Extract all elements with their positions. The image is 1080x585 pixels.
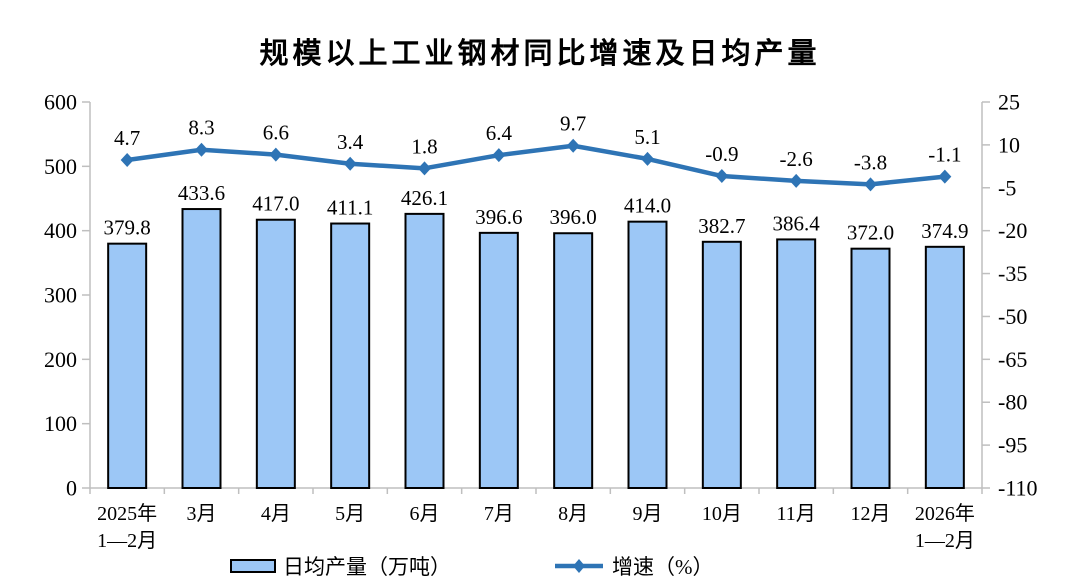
bar-value-label: 374.9 — [921, 219, 968, 243]
bar — [553, 232, 594, 489]
bar-swatch — [230, 559, 276, 573]
bar-value-label: 386.4 — [773, 211, 821, 235]
x-axis-category-label: 4月 — [261, 503, 291, 525]
right-axis-tick-label: -95 — [998, 433, 1027, 458]
line-value-label: -0.9 — [705, 142, 738, 166]
line-marker — [492, 148, 506, 163]
right-axis-tick-label: -80 — [998, 390, 1027, 415]
bar — [404, 212, 445, 489]
right-axis-tick-label: -20 — [998, 218, 1027, 243]
bar-value-label: 396.0 — [550, 205, 597, 229]
line-marker — [715, 169, 729, 184]
x-axis-category-label: 12月 — [851, 503, 891, 525]
line-value-label: 1.8 — [411, 134, 437, 158]
bar — [776, 238, 817, 489]
left-axis-tick-label: 600 — [44, 90, 77, 115]
right-axis-tick-label: -65 — [998, 347, 1027, 372]
bar-value-label: 396.6 — [475, 205, 522, 229]
line-value-label: -2.6 — [780, 147, 813, 171]
line-marker — [789, 173, 803, 188]
line-swatch — [555, 559, 603, 573]
line-value-label: -3.8 — [854, 150, 887, 174]
line-value-label: 9.7 — [560, 112, 586, 136]
right-axis-tick-label: -35 — [998, 261, 1027, 286]
bar — [255, 218, 296, 489]
left-axis-tick-label: 400 — [44, 218, 77, 243]
line-marker — [938, 169, 952, 184]
line-marker — [418, 161, 431, 176]
line-value-label: 8.3 — [188, 116, 214, 140]
line-marker — [641, 151, 654, 166]
line-marker — [343, 156, 357, 171]
line-value-label: 3.4 — [337, 130, 364, 154]
legend-item-bars: 日均产量（万吨） — [230, 551, 451, 581]
line-marker — [195, 142, 208, 157]
right-axis-tick-label: -5 — [998, 175, 1016, 200]
legend-item-line: 增速（%） — [553, 551, 714, 581]
line-value-label: 5.1 — [634, 125, 660, 149]
right-axis-tick-label: -50 — [998, 304, 1027, 329]
bar — [627, 220, 668, 489]
bar-value-label: 433.6 — [178, 181, 225, 205]
x-axis-category-label: 2026年 — [915, 502, 975, 525]
right-axis-tick-label: 10 — [998, 132, 1020, 157]
bar-value-label: 382.7 — [698, 214, 745, 238]
left-axis-tick-label: 100 — [44, 411, 77, 436]
right-axis-tick-label: -110 — [998, 476, 1038, 501]
x-axis-category-label: 7月 — [484, 503, 514, 525]
legend: 日均产量（万吨） 增速（%） — [230, 551, 714, 581]
line-marker — [269, 147, 283, 162]
bar — [850, 247, 891, 489]
line-marker — [864, 177, 877, 192]
bar — [107, 242, 148, 489]
x-axis-category-label: 10月 — [702, 503, 742, 525]
bar-value-label: 414.0 — [624, 194, 671, 218]
growth-line — [124, 143, 948, 187]
chart-title: 规模以上工业钢材同比增速及日均产量 — [259, 38, 821, 70]
bar-value-label: 379.8 — [104, 216, 151, 240]
bar-value-label: 411.1 — [327, 196, 373, 220]
x-axis-category-label: 6月 — [410, 503, 440, 525]
line-marker — [566, 138, 580, 153]
bar — [330, 222, 371, 489]
line-value-label: -1.1 — [928, 143, 961, 167]
x-axis-category-label: 3月 — [187, 503, 217, 525]
left-axis-tick-label: 0 — [66, 476, 77, 501]
bar — [924, 245, 965, 489]
bar-value-label: 417.0 — [252, 192, 299, 216]
line-value-label: 6.4 — [486, 121, 513, 145]
x-axis-category-label: 1—2月 — [97, 530, 157, 552]
bar — [701, 240, 742, 489]
bar — [478, 231, 519, 489]
x-axis-category-label: 9月 — [633, 503, 663, 525]
left-axis-tick-label: 300 — [44, 283, 77, 308]
x-axis-category-label: 8月 — [558, 503, 588, 525]
line-value-label: 4.7 — [114, 126, 140, 150]
x-axis-category-label: 5月 — [335, 503, 365, 525]
x-axis-category-label: 2025年 — [97, 502, 157, 525]
bar-value-label: 426.1 — [401, 186, 448, 210]
legend-label-line: 增速（%） — [612, 555, 714, 579]
line-value-label: 6.6 — [263, 121, 289, 145]
left-axis-tick-label: 500 — [44, 154, 77, 179]
line-marker — [120, 153, 134, 168]
x-axis-category-label: 11月 — [777, 503, 816, 525]
legend-label-bars: 日均产量（万吨） — [283, 555, 451, 579]
left-axis-tick-label: 200 — [44, 347, 77, 372]
x-axis-category-label: 1—2月 — [915, 530, 975, 552]
right-axis-tick-label: 25 — [998, 90, 1020, 115]
legend-line-marker — [573, 559, 585, 573]
bar — [181, 208, 222, 489]
bar-value-label: 372.0 — [847, 221, 894, 245]
